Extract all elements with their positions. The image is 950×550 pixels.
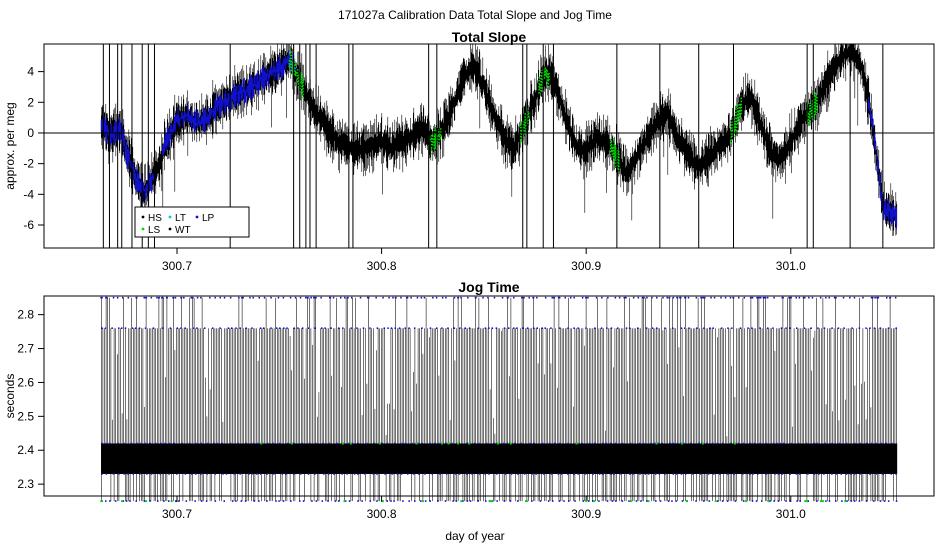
slope-lp-segment bbox=[867, 96, 897, 230]
legend-label-ls: LS bbox=[148, 225, 161, 236]
legend-label-hs: HS bbox=[148, 213, 162, 224]
x-tick-label: 300.9 bbox=[571, 259, 601, 273]
jog-spike-trace bbox=[101, 297, 897, 502]
jog-dense-band bbox=[101, 443, 898, 474]
y-tick-label: -4 bbox=[23, 187, 34, 201]
total-slope-plot-frame bbox=[43, 43, 935, 249]
y-tick-label: 2.4 bbox=[17, 443, 34, 457]
legend-label-lp: LP bbox=[202, 213, 215, 224]
jog-time-plot-frame bbox=[43, 295, 935, 497]
total-slope-panel: Total Slope approx. per meg 300.7 300.8 30… bbox=[3, 29, 935, 273]
total-slope-title: Total Slope bbox=[452, 29, 527, 45]
legend-marker-ls bbox=[141, 227, 145, 231]
y-tick-label: 2.8 bbox=[17, 308, 34, 322]
jog-time-ylabel: seconds bbox=[3, 374, 17, 419]
jog-ls-markers bbox=[100, 442, 847, 503]
slope-lp-segment bbox=[227, 51, 297, 112]
x-tick-label: 301.0 bbox=[776, 507, 806, 521]
legend-label-wt: WT bbox=[175, 225, 191, 236]
x-tick-label: 301.0 bbox=[776, 259, 806, 273]
y-tick-label: -2 bbox=[23, 157, 34, 171]
slope-ls-segment bbox=[538, 66, 550, 94]
x-tick-label: 300.9 bbox=[571, 507, 601, 521]
legend-box bbox=[134, 206, 250, 238]
y-tick-label: 0 bbox=[27, 126, 34, 140]
jog-time-series bbox=[100, 296, 898, 503]
y-tick-label: 4 bbox=[27, 65, 34, 79]
slope-lp-segment bbox=[162, 89, 229, 155]
total-slope-axes: 300.7 300.8 300.9 301.0 -6 -4 -2 0 2 4 bbox=[23, 65, 806, 273]
x-tick-label: 300.7 bbox=[162, 507, 192, 521]
legend-marker-hs bbox=[141, 215, 145, 219]
jog-time-xlabel: day of year bbox=[445, 529, 504, 543]
total-slope-ylabel: approx. per meg bbox=[3, 102, 17, 189]
x-tick-label: 300.7 bbox=[162, 259, 192, 273]
x-tick-label: 300.8 bbox=[367, 259, 397, 273]
figure-suptitle: 171027a Calibration Data Total Slope and… bbox=[338, 8, 612, 22]
y-tick-label: -6 bbox=[23, 218, 34, 232]
x-tick-label: 300.8 bbox=[367, 507, 397, 521]
legend-label-lt: LT bbox=[175, 213, 186, 224]
total-slope-series-ls-lp bbox=[100, 49, 897, 230]
y-tick-label: 2.3 bbox=[17, 477, 34, 491]
y-tick-label: 2.7 bbox=[17, 342, 34, 356]
legend-marker-wt bbox=[168, 227, 172, 231]
legend-marker-lp bbox=[195, 215, 199, 219]
y-tick-label: 2.6 bbox=[17, 375, 34, 389]
legend-marker-lt bbox=[168, 215, 172, 219]
jog-time-panel: Jog Time seconds day of year 300.7 300.8 3… bbox=[3, 279, 935, 543]
jog-time-axes: 300.7 300.8 300.9 301.0 2.3 2.4 2.5 2.6 2.7 2.8 bbox=[17, 308, 806, 521]
y-tick-label: 2 bbox=[27, 95, 34, 109]
jog-time-title: Jog Time bbox=[458, 279, 519, 295]
y-tick-label: 2.5 bbox=[17, 409, 34, 423]
